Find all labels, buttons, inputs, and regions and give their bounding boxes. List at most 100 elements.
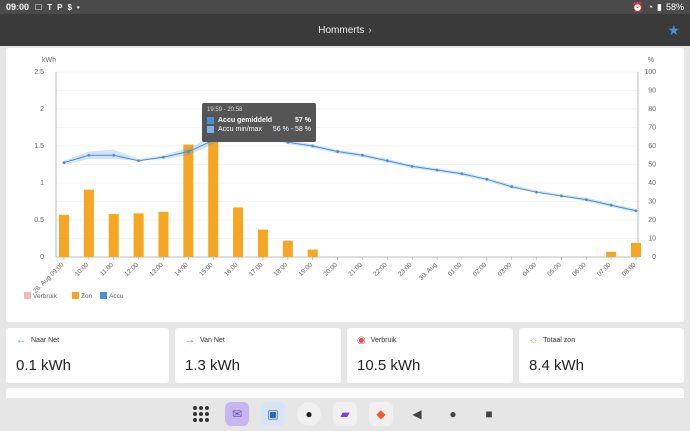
mail-app-icon[interactable]: ✉ <box>225 401 249 426</box>
stat-card-verbruik[interactable]: ◉ Verbruik 10.5 kWh <box>347 328 513 383</box>
tooltip-row: Accu gemiddeld 57 % <box>207 117 311 124</box>
x-tick-label: 28. Aug 09:00 <box>32 261 66 295</box>
chart-tooltip: 19:59 - 20:58 Accu gemiddeld 57 % Accu m… <box>202 103 316 142</box>
brave-browser-icon[interactable]: ◆ <box>369 401 393 426</box>
messages-app-icon[interactable]: ▰ <box>333 401 357 426</box>
accu-point <box>510 185 514 189</box>
x-tick-label: 10:00 <box>74 261 91 278</box>
right-tick-label: 100 <box>644 69 656 76</box>
zon-bar <box>108 214 119 257</box>
stat-value: 8.4 kWh <box>529 357 585 374</box>
notification-icon: $ <box>67 2 72 12</box>
x-tick-label: 23:00 <box>397 261 414 278</box>
x-tick-label: 05:00 <box>546 261 563 278</box>
x-tick-label: 02:00 <box>472 261 489 278</box>
dot-icon: • <box>76 2 80 12</box>
accu-point <box>385 159 389 163</box>
recents-nav-icon[interactable]: ■ <box>485 406 493 421</box>
left-tick-label: 2 <box>40 106 44 113</box>
accu-point <box>186 150 190 153</box>
wifi-icon: ◔ <box>647 2 654 12</box>
accu-point <box>311 144 315 148</box>
x-tick-label: 19:00 <box>298 261 315 278</box>
stat-label: Verbruik <box>370 337 397 344</box>
stat-label: Van Net <box>200 337 225 344</box>
zon-bar <box>133 213 144 257</box>
app-drawer-icon[interactable] <box>189 402 213 426</box>
accu-point <box>435 168 439 172</box>
accu-point <box>137 159 141 163</box>
accu-point <box>460 172 464 176</box>
accu-point <box>559 194 563 198</box>
stat-label: Naar Net <box>31 337 60 344</box>
x-tick-label: 18:00 <box>273 261 290 278</box>
legend-swatch <box>24 292 31 299</box>
left-tick-label: 1.5 <box>34 143 44 150</box>
accu-point <box>336 150 339 153</box>
x-tick-label: 15:00 <box>198 261 215 278</box>
favorite-star-icon[interactable]: ★ <box>667 22 680 38</box>
x-tick-label: 22:00 <box>372 261 389 278</box>
zon-bar <box>307 249 318 257</box>
back-nav-icon[interactable]: ◀ <box>412 406 422 421</box>
legend-swatch <box>100 292 107 299</box>
accu-point <box>162 155 165 159</box>
right-tick-label: 10 <box>648 236 656 243</box>
accu-point <box>584 198 588 202</box>
camera-app-icon[interactable]: ● <box>297 401 321 426</box>
battery-level: 58% <box>665 2 684 12</box>
x-tick-label: 17:00 <box>248 261 265 278</box>
x-tick-label: 12:00 <box>124 261 141 278</box>
stat-value: 1.3 kWh <box>185 357 241 374</box>
zon-bar <box>59 214 69 257</box>
zon-bar <box>282 240 293 257</box>
x-tick-label: 04:00 <box>521 261 538 278</box>
x-tick-label: 08:00 <box>621 261 638 278</box>
right-tick-label: 80 <box>648 106 656 113</box>
stat-value: 0.1 kWh <box>16 357 72 374</box>
zon-bar <box>233 207 244 257</box>
right-tick-label: 50 <box>648 162 656 169</box>
site-selector[interactable]: Hommerts › <box>318 25 371 36</box>
accu-point <box>112 153 116 157</box>
zon-bar <box>208 114 219 258</box>
accu-point <box>485 177 489 181</box>
zon-bar <box>606 251 617 257</box>
next-card-edge <box>6 388 684 398</box>
chevron-right-icon: › <box>368 24 372 36</box>
stat-card-totaal-zon[interactable]: ☼ Totaal zon 8.4 kWh <box>519 328 684 383</box>
notification-icon: ☐ <box>35 2 43 12</box>
tooltip-row-value: 56 % - 58 % <box>272 126 311 133</box>
stat-card-naar-net[interactable]: ← Naar Net 0.1 kWh <box>6 328 169 383</box>
arrow-left-icon: ← <box>16 335 26 346</box>
x-tick-label: 11:00 <box>99 261 115 277</box>
stat-card-van-net[interactable]: → Van Net 1.3 kWh <box>175 328 341 383</box>
gauge-icon: ◉ <box>357 335 366 346</box>
status-bar: 09:00 ☐ T P $ • ⏰ ◔ ▮ 58% <box>0 0 690 14</box>
tooltip-row-name: Accu min/max <box>218 126 262 133</box>
home-nav-icon[interactable]: ● <box>449 406 457 421</box>
notification-icon: P <box>57 2 63 12</box>
tooltip-row-value: 57 % <box>295 117 311 124</box>
accu-minmax-band <box>64 125 636 213</box>
x-tick-label: 06:00 <box>571 261 588 278</box>
files-app-icon[interactable]: ▣ <box>261 401 285 426</box>
tooltip-swatch <box>207 117 214 124</box>
x-tick-label: 30. Aug <box>418 261 439 282</box>
left-tick-label: 2.5 <box>34 69 44 76</box>
right-tick-label: 20 <box>648 217 656 224</box>
legend-item: Accu <box>109 293 124 300</box>
accu-point <box>535 190 538 194</box>
zon-bar <box>83 189 94 257</box>
zon-bar <box>631 242 641 257</box>
legend-item: Zon <box>81 293 93 300</box>
page-title: Hommerts <box>318 24 365 36</box>
alarm-icon: ⏰ <box>632 1 644 12</box>
notification-icon: T <box>47 2 53 12</box>
energy-chart[interactable]: kWh % 0 0.5 1 1.5 2 2.5 0 10 20 30 40 50 60 70 80 90 100 28… <box>6 48 684 322</box>
accu-line <box>63 126 637 212</box>
taskbar-dock: ✉ ▣ ● ▰ ◆ ◀ ● ■ <box>0 396 690 431</box>
right-tick-label: 90 <box>648 88 656 95</box>
tooltip-row-name: Accu gemiddeld <box>218 117 273 124</box>
right-tick-label: 70 <box>648 125 656 132</box>
